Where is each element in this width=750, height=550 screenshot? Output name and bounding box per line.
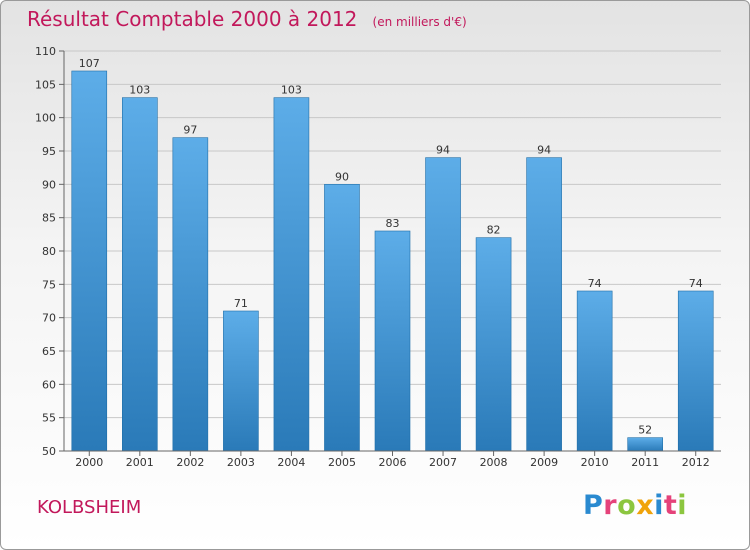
- bar: [526, 157, 562, 452]
- bar-value-label: 90: [335, 170, 349, 183]
- bar: [425, 157, 461, 452]
- x-tick-label: 2008: [480, 456, 508, 469]
- chart-title-block: Résultat Comptable 2000 à 2012 (en milli…: [27, 7, 467, 31]
- x-tick-label: 2010: [581, 456, 609, 469]
- y-tick-label: 70: [42, 312, 56, 325]
- x-tick-label: 2012: [682, 456, 710, 469]
- bar-value-label: 52: [638, 424, 652, 437]
- bar-value-label: 103: [129, 84, 150, 97]
- bar-value-label: 103: [281, 84, 302, 97]
- x-tick-label: 2000: [75, 456, 103, 469]
- x-tick-label: 2002: [176, 456, 204, 469]
- y-tick-label: 50: [42, 445, 56, 458]
- y-tick-label: 100: [35, 112, 56, 125]
- logo-letter: o: [617, 490, 637, 521]
- bar: [172, 137, 209, 452]
- bar-value-label: 94: [436, 144, 450, 157]
- bar: [576, 290, 613, 452]
- bar-value-label: 74: [588, 277, 602, 290]
- y-axis-ticks: 50 55 60 65 70 75 80 85 90 95 100 105 110: [35, 45, 64, 458]
- axes: [63, 51, 721, 452]
- x-tick-label: 2006: [379, 456, 407, 469]
- bar-value-label: 107: [79, 57, 100, 70]
- bar: [374, 230, 411, 452]
- y-tick-label: 55: [42, 412, 56, 425]
- bar: [273, 97, 310, 452]
- y-tick-label: 60: [42, 378, 56, 391]
- proxiti-logo[interactable]: Proxiti: [583, 490, 687, 521]
- logo-letter: i: [677, 490, 688, 521]
- bar-value-label: 74: [689, 277, 703, 290]
- bar: [71, 70, 108, 452]
- commune-name: KOLBSHEIM: [37, 497, 142, 518]
- bar: [475, 237, 512, 452]
- y-tick-label: 90: [42, 178, 56, 191]
- bar: [223, 310, 259, 452]
- x-axis-ticks: 2000 2001 2002 2003 2004 2005 2006 2007 2008 2009…: [75, 451, 710, 469]
- chart-title: Résultat Comptable 2000 à 2012: [27, 7, 358, 31]
- bar-value-label: 82: [487, 224, 501, 237]
- y-tick-label: 85: [42, 212, 56, 225]
- bar-value-label: 97: [183, 124, 197, 137]
- logo-letter: i: [654, 490, 664, 521]
- x-tick-label: 2007: [429, 456, 457, 469]
- bar-value-label: 94: [537, 144, 551, 157]
- y-tick-label: 75: [42, 278, 56, 291]
- bar: [627, 437, 663, 452]
- x-tick-label: 2003: [227, 456, 255, 469]
- bar-value-label: 83: [386, 217, 400, 230]
- bar: [122, 97, 158, 452]
- y-tick-label: 80: [42, 245, 56, 258]
- logo-letter: t: [663, 490, 678, 521]
- x-tick-label: 2004: [277, 456, 305, 469]
- logo-letter: P: [583, 490, 604, 521]
- y-tick-label: 105: [35, 78, 56, 91]
- logo-letter: x: [636, 490, 655, 521]
- x-tick-label: 2009: [530, 456, 558, 469]
- logo-letter: r: [603, 490, 618, 521]
- bar-value-label: 71: [234, 297, 248, 310]
- y-tick-label: 65: [42, 345, 56, 358]
- y-tick-label: 95: [42, 145, 56, 158]
- x-tick-label: 2001: [126, 456, 154, 469]
- bars: 107 103 97 71 103 90 83 94 82 94 74 52 74: [71, 57, 714, 452]
- y-tick-label: 110: [35, 45, 56, 58]
- x-tick-label: 2011: [631, 456, 659, 469]
- bar: [677, 290, 714, 452]
- bar: [324, 184, 360, 452]
- x-tick-label: 2005: [328, 456, 356, 469]
- chart-subtitle: (en milliers d'€): [372, 15, 467, 29]
